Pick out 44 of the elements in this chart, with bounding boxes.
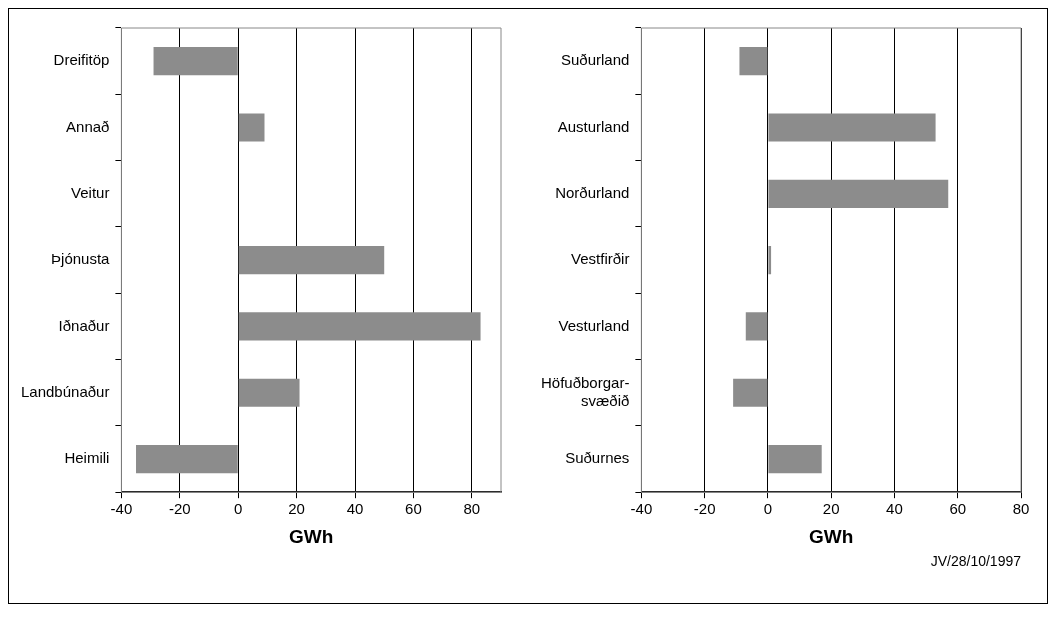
x-tick-label: 80 (463, 500, 481, 518)
bar (768, 444, 822, 474)
bar (745, 312, 768, 341)
y-tick-label: Veitur (71, 183, 110, 201)
y-tick-label: Suðurnes (565, 449, 630, 467)
bar (153, 47, 238, 76)
y-tick-label: Suðurland (560, 51, 630, 69)
x-tick-label: -20 (693, 500, 716, 518)
x-tick-label: 40 (886, 500, 903, 518)
bar (238, 378, 300, 407)
x-axis-title: GWh (809, 525, 854, 547)
x-tick-label: -40 (110, 500, 133, 518)
y-tick-label: Heimili (64, 449, 110, 467)
y-tick-label: Norðurland (555, 183, 630, 201)
x-tick-label: 0 (234, 500, 243, 518)
y-tick-label: Iðnaður (58, 316, 110, 334)
x-tick-label: -20 (168, 500, 191, 518)
bar (238, 246, 385, 275)
x-tick-label: 80 (1012, 500, 1030, 518)
bar (733, 378, 768, 407)
y-tick-label: Höfuðborgar-svæðið (540, 373, 630, 409)
y-tick-label: Vestfirðir (571, 250, 630, 268)
x-tick-label: 20 (288, 500, 305, 518)
y-tick-label: Vesturland (558, 316, 630, 334)
bar (768, 113, 936, 142)
y-tick-label: Dreifitöp (53, 51, 110, 69)
bar (739, 47, 768, 76)
x-axis-title: GWh (289, 525, 334, 547)
y-tick-label: Þjónusta (51, 250, 111, 268)
bar (768, 179, 949, 208)
x-tick-label: 60 (949, 500, 967, 518)
bar (136, 444, 238, 474)
bar (768, 246, 772, 275)
y-tick-label: Austurland (557, 117, 630, 135)
bar (238, 113, 265, 142)
x-tick-label: 20 (822, 500, 840, 518)
x-tick-label: -40 (630, 500, 653, 518)
x-tick-label: 0 (763, 500, 773, 518)
y-tick-label: Annað (66, 117, 110, 135)
text: JV/28/10/1997 (929, 553, 1022, 569)
bar (238, 312, 481, 341)
x-tick-label: 40 (346, 500, 364, 518)
y-tick-label: Landbúnaður (21, 382, 110, 400)
x-tick-label: 60 (405, 500, 422, 518)
